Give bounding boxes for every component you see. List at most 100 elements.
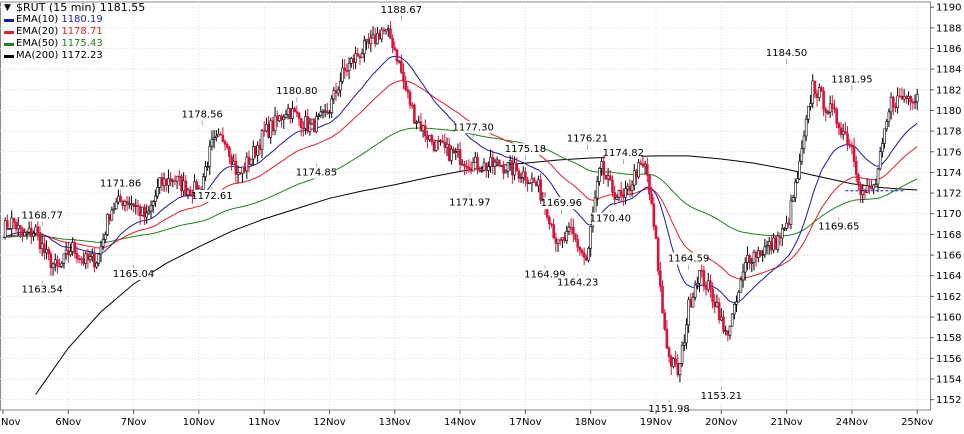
candle-body: [794, 181, 797, 199]
candle-body: [317, 115, 320, 117]
candle-body: [881, 143, 884, 152]
candle-body: [552, 224, 555, 239]
candle-body: [6, 220, 9, 230]
y-tick-label: 1182: [936, 85, 961, 96]
candle-body: [678, 363, 682, 376]
candle-body: [315, 116, 318, 133]
candle-body: [373, 34, 377, 45]
price-annotation: 1172.61: [191, 186, 233, 202]
candle-body: [450, 148, 453, 161]
candle-body: [356, 53, 360, 57]
candle-body: [696, 283, 699, 286]
candle-body: [367, 38, 370, 44]
candle-body: [132, 203, 135, 207]
price-annotation: 1168.77: [22, 209, 63, 227]
candle-body: [162, 178, 166, 186]
y-tick-label: 1174: [936, 168, 961, 179]
candle-body: [117, 195, 120, 203]
candle-body: [524, 171, 527, 181]
candle-body: [902, 95, 906, 100]
candle-body: [249, 158, 253, 165]
x-tick-label: 24Nov: [836, 417, 868, 428]
candle-body: [86, 253, 90, 261]
candle-body: [865, 185, 869, 193]
candle-body: [334, 90, 338, 94]
candle-body: [874, 183, 878, 186]
candle-body: [77, 258, 81, 260]
candle-body: [698, 269, 701, 284]
price-annotation: 1153.21: [701, 387, 742, 403]
annotation-label: 1165.04: [113, 269, 154, 280]
price-annotation: 1164.99: [524, 265, 566, 281]
price-annotation: 1165.04: [113, 264, 154, 280]
annotation-bg: [507, 143, 544, 156]
candle-body: [199, 188, 203, 191]
x-tick-label: 19Nov: [640, 417, 672, 428]
candle-body: [90, 253, 94, 257]
price-annotation: 1188.67: [381, 3, 422, 21]
x-tick-label: 10Nov: [183, 417, 215, 428]
candle-body: [419, 121, 423, 132]
candle-body: [343, 67, 347, 71]
annotation-label: 1174.85: [296, 168, 337, 179]
annotation-bg: [569, 132, 606, 145]
candle-body: [680, 344, 684, 364]
candle-body: [302, 127, 305, 130]
candle-body: [663, 312, 667, 330]
candle-body: [495, 159, 499, 163]
candle-body: [95, 262, 98, 268]
candle-body: [820, 87, 823, 92]
candle-body: [532, 178, 536, 183]
annotation-label: 1164.23: [557, 277, 598, 288]
candle-body: [127, 203, 131, 206]
candle-body: [171, 180, 175, 182]
candle-body: [400, 60, 403, 73]
annotation-bg: [455, 121, 492, 134]
candle-body: [326, 110, 329, 114]
candle-body: [36, 226, 40, 233]
annotation-bg: [184, 108, 221, 121]
candle-body: [12, 217, 16, 223]
candle-body: [772, 237, 775, 251]
legend-value-ema20: 1178.71: [61, 26, 103, 37]
annotation-label: 1176.21: [567, 134, 608, 145]
x-tick-label: 17Nov: [509, 417, 541, 428]
candle-body: [669, 356, 673, 367]
candle-body: [685, 324, 688, 344]
candle-body: [898, 95, 902, 98]
candle-body: [73, 242, 77, 254]
candle-body: [260, 130, 264, 150]
candle-body: [310, 118, 314, 125]
candle-body: [415, 122, 418, 124]
candle-body: [62, 253, 66, 264]
y-tick-label: 1156: [936, 354, 961, 365]
x-tick-label: Nov: [1, 417, 21, 428]
candle-body: [896, 95, 899, 108]
candle-body: [164, 178, 168, 186]
candle-body: [16, 225, 20, 230]
y-tick-label: 1164: [936, 271, 961, 282]
candle-body: [8, 228, 11, 230]
candle-body: [645, 163, 649, 176]
y-tick-label: 1152: [936, 395, 961, 406]
candle-body: [487, 166, 490, 171]
candle-body: [108, 214, 111, 221]
candle-body: [210, 138, 214, 147]
candle-body: [178, 175, 181, 178]
price-annotation: 1178.56: [181, 108, 223, 126]
annotation-bg: [543, 197, 580, 210]
candle-body: [713, 301, 717, 308]
annotation-bg: [703, 390, 740, 403]
candle-body: [75, 252, 79, 259]
annotation-label: 1169.65: [818, 221, 859, 232]
annotation-label: 1174.82: [603, 148, 644, 159]
candle-body: [228, 146, 231, 158]
candle-body: [221, 134, 225, 142]
candle-body: [752, 251, 756, 263]
candle-body: [421, 125, 425, 132]
price-annotation: 1170.40: [590, 209, 631, 225]
chart-menu-icon[interactable]: ▼: [4, 3, 11, 13]
candle-body: [45, 249, 48, 254]
annotation-label: 1153.21: [701, 391, 742, 402]
annotation-label: 1175.18: [505, 144, 546, 155]
